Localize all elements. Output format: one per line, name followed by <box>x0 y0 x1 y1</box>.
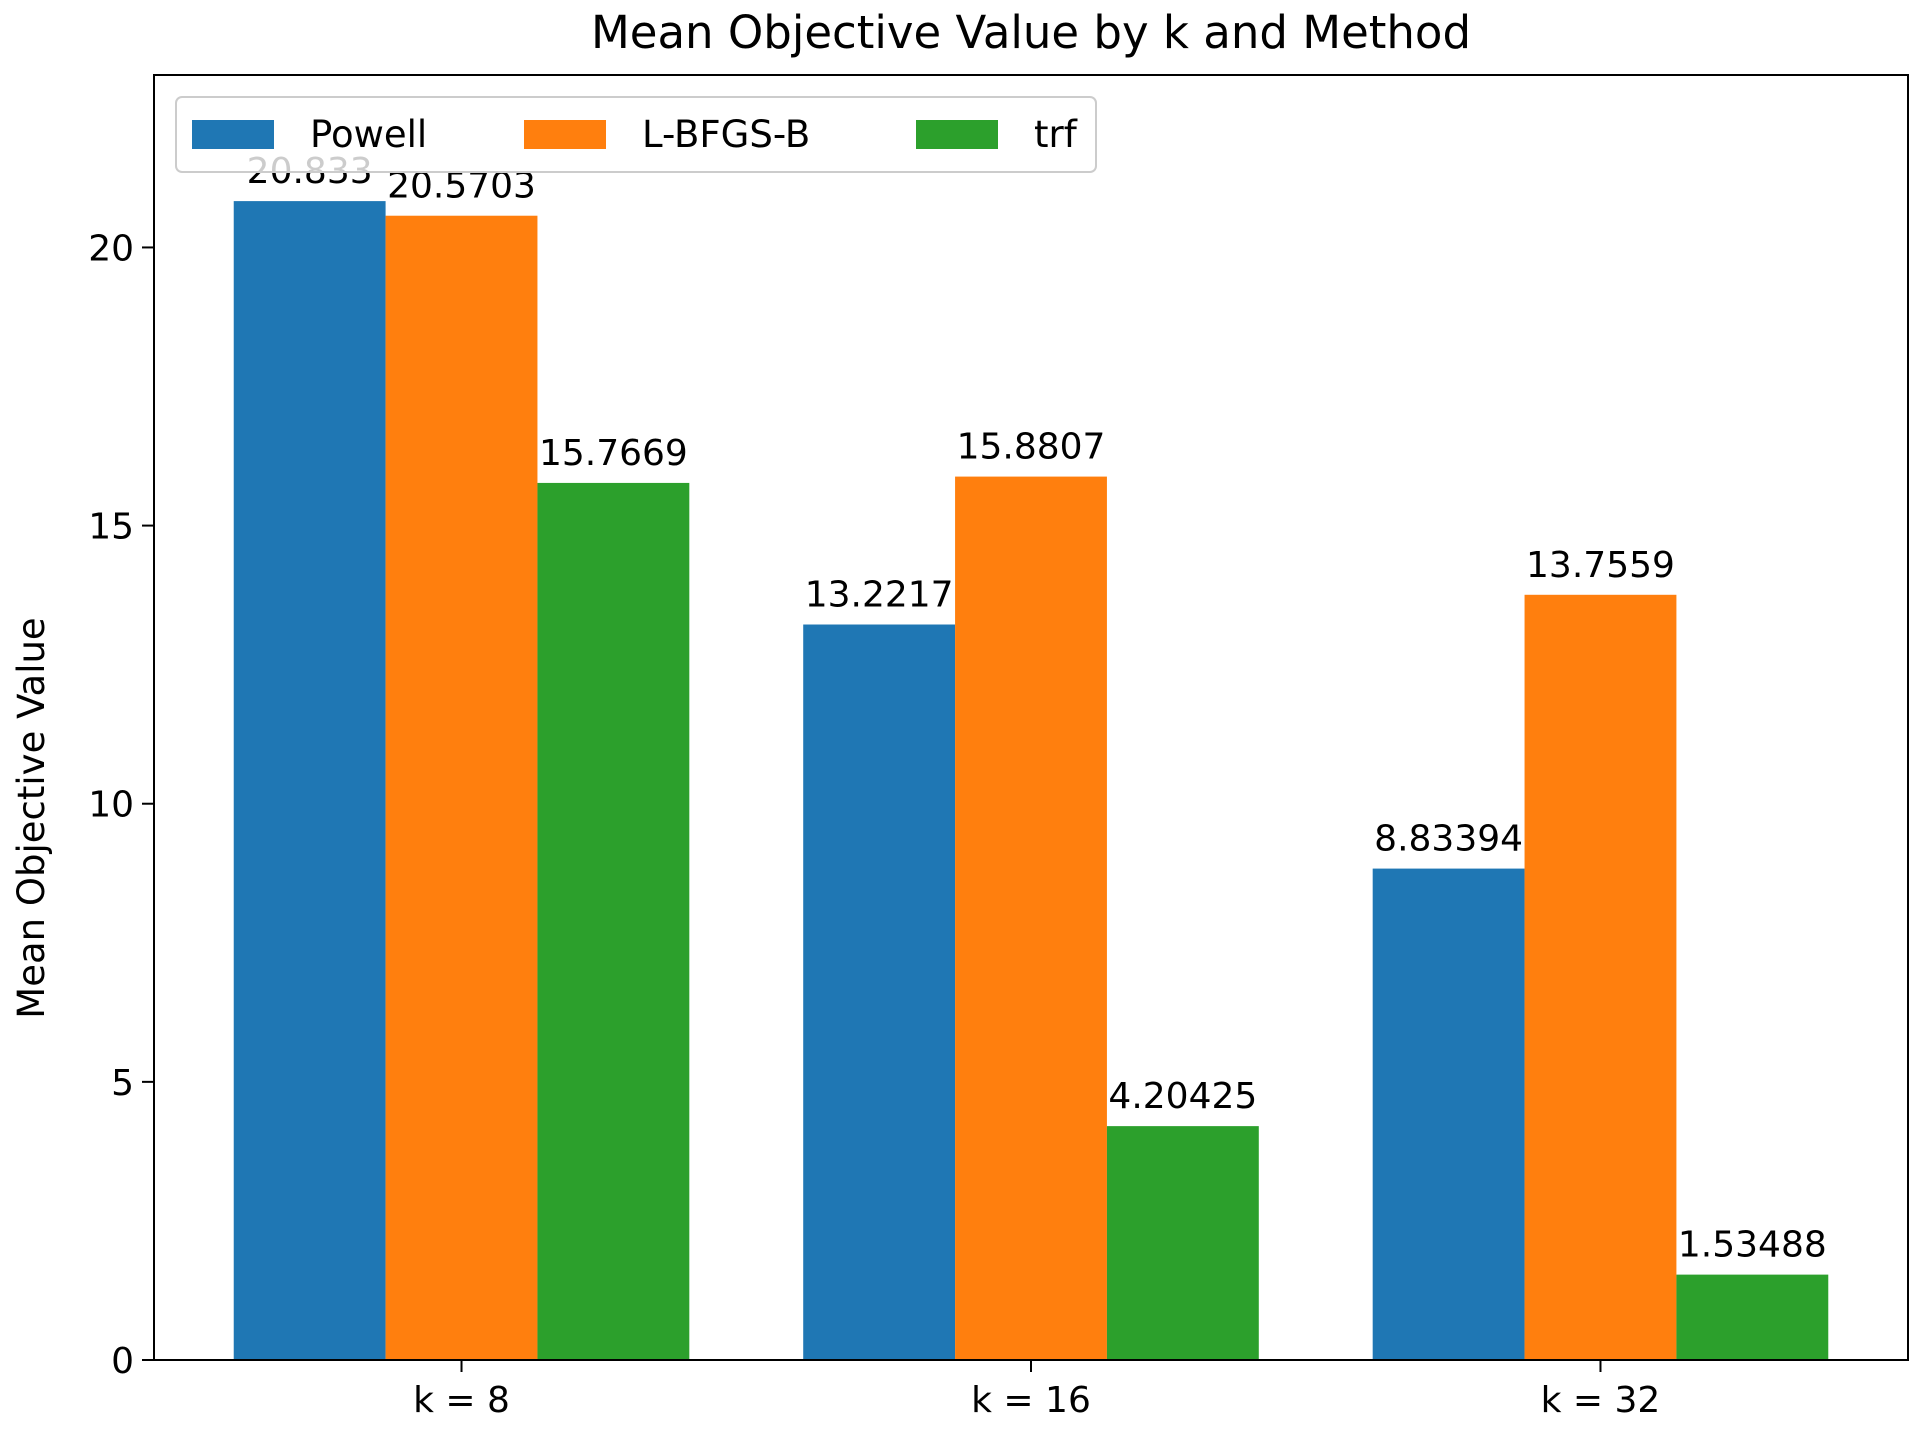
bar-trf-3 <box>1676 1274 1829 1360</box>
legend-swatch <box>916 120 998 149</box>
bars-group <box>233 201 1829 1360</box>
legend-label: trf <box>1034 113 1078 156</box>
x-tick-label: k = 8 <box>413 1380 510 1421</box>
legend-swatch <box>524 120 606 149</box>
bar-value-label: 15.8807 <box>957 427 1106 468</box>
legend-label: L-BFGS-B <box>642 113 810 156</box>
legend-swatch <box>192 120 274 149</box>
x-axis-ticks: k = 8 k = 16 k = 32 <box>413 1360 1660 1421</box>
x-tick-label: k = 32 <box>1541 1380 1661 1421</box>
legend: Powell L-BFGS-B trf <box>175 96 1097 173</box>
bar-value-label: 1.53488 <box>1678 1225 1827 1266</box>
legend-label: Powell <box>310 113 427 156</box>
plot-frame <box>153 74 1909 1361</box>
bar-trf-1 <box>537 482 690 1360</box>
bar-value-label: 4.20425 <box>1108 1076 1257 1117</box>
bar-powell-3 <box>1372 868 1525 1360</box>
bar-l-bfgs-b-1 <box>385 215 538 1360</box>
y-tick-label: 20 <box>88 228 134 269</box>
y-tick-label: 0 <box>111 1341 134 1382</box>
bar-l-bfgs-b-2 <box>955 476 1107 1360</box>
bar-value-label: 13.7559 <box>1526 545 1675 586</box>
y-tick-label: 10 <box>88 785 134 826</box>
bar-value-label: 13.2217 <box>805 575 954 616</box>
y-tick-label: 5 <box>111 1063 134 1104</box>
bar-trf-2 <box>1106 1126 1259 1360</box>
y-axis-label: Mean Objective Value <box>10 617 53 1018</box>
bar-powell-2 <box>803 624 956 1360</box>
y-tick-label: 15 <box>88 507 134 548</box>
bar-value-label: 15.7669 <box>539 433 688 474</box>
bar-powell-1 <box>233 201 386 1360</box>
x-tick-label: k = 16 <box>971 1380 1091 1421</box>
legend-box <box>175 96 1097 173</box>
chart-title: Mean Objective Value by k and Method <box>591 6 1471 59</box>
y-axis-ticks: 0 5 10 15 20 <box>88 228 154 1382</box>
bar-value-label: 8.83394 <box>1374 819 1523 860</box>
bar-l-bfgs-b-3 <box>1524 594 1677 1360</box>
